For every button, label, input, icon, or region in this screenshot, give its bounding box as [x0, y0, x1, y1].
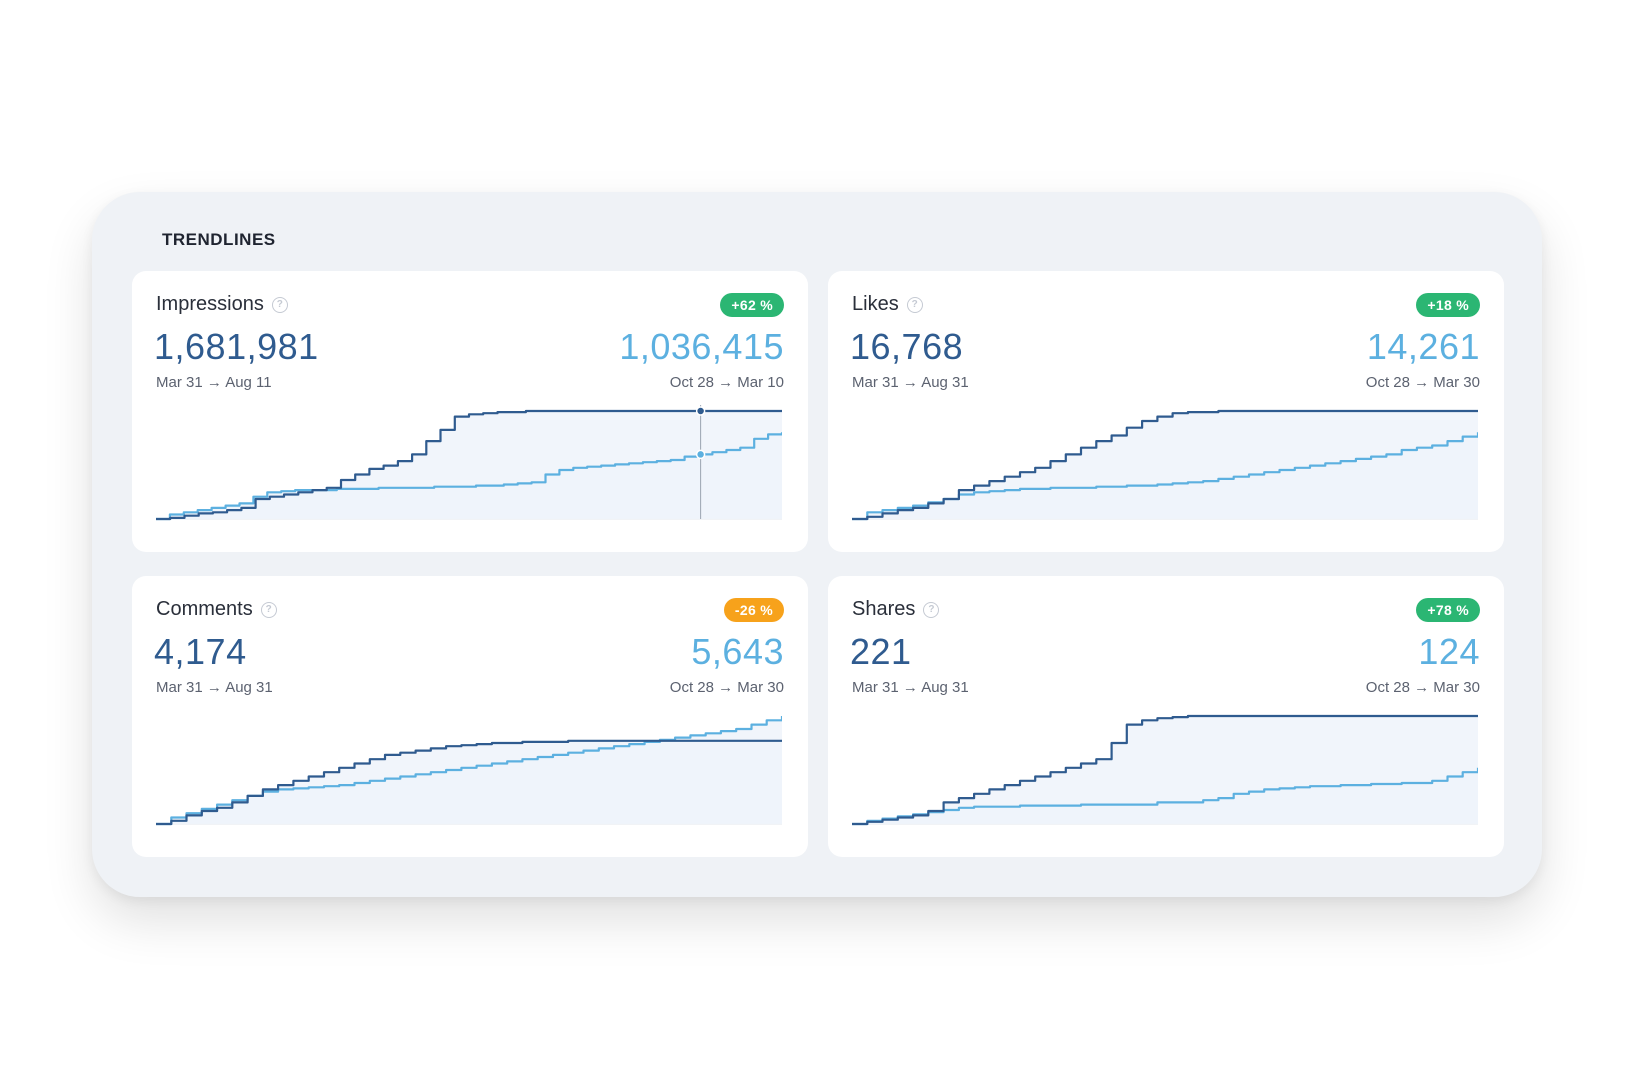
current-series-line — [156, 409, 782, 521]
previous-area — [156, 716, 782, 824]
current-value: 1,681,981 — [154, 326, 319, 367]
card-comments: Comments ? -26 % 4,174 5,643 Mar 31 → Au… — [132, 576, 808, 857]
previous-hover-dot — [695, 449, 706, 460]
help-icon[interactable]: ? — [923, 601, 940, 618]
current-series-line — [852, 714, 1478, 826]
current-hover-dot — [695, 406, 706, 416]
previous-range: Oct 28 → Mar 30 — [669, 679, 784, 696]
card-impressions: Impressions ? +62 % 1,681,981 1,036,415 … — [132, 271, 808, 552]
card-title: Likes — [852, 293, 899, 315]
trend-chart[interactable] — [852, 405, 1478, 523]
current-series-line — [852, 409, 1478, 521]
current-value: 16,768 — [850, 326, 964, 367]
previous-value: 14,261 — [1366, 326, 1480, 367]
current-range: Mar 31 → Aug 11 — [156, 374, 272, 391]
panel-title: TRENDLINES — [162, 230, 276, 249]
change-badge: +62 % — [720, 293, 784, 317]
current-range: Mar 31 → Aug 31 — [156, 679, 273, 696]
current-value: 221 — [850, 631, 912, 672]
trend-chart[interactable] — [852, 710, 1478, 828]
trend-chart[interactable] — [156, 710, 782, 828]
previous-area — [852, 767, 1478, 824]
previous-value: 1,036,415 — [619, 326, 784, 367]
change-badge: +78 % — [1416, 598, 1480, 622]
previous-series-line — [156, 432, 782, 521]
current-range: Mar 31 → Aug 31 — [852, 679, 969, 696]
help-icon[interactable]: ? — [260, 601, 277, 618]
change-badge: -26 % — [723, 598, 784, 622]
previous-value: 124 — [1418, 631, 1480, 672]
current-series-line — [156, 739, 782, 826]
previous-area — [852, 432, 1478, 519]
help-icon[interactable]: ? — [271, 296, 288, 313]
trend-chart[interactable] — [156, 405, 782, 523]
current-value: 4,174 — [154, 631, 247, 672]
previous-range: Oct 28 → Mar 30 — [1365, 679, 1480, 696]
previous-value: 5,643 — [691, 631, 784, 672]
card-title: Shares — [852, 598, 916, 620]
help-icon[interactable]: ? — [906, 296, 923, 313]
card-likes: Likes ? +18 % 16,768 14,261 Mar 31 → Aug… — [828, 271, 1504, 552]
change-badge: +18 % — [1416, 293, 1480, 317]
previous-range: Oct 28 → Mar 10 — [669, 374, 784, 391]
card-shares: Shares ? +78 % 221 124 Mar 31 → Aug 31 O… — [828, 576, 1504, 857]
previous-range: Oct 28 → Mar 30 — [1365, 374, 1480, 391]
card-title: Impressions — [156, 293, 264, 315]
previous-area — [156, 432, 782, 519]
card-title: Comments — [156, 598, 253, 620]
trendlines-panel: TRENDLINES Impressions ? +62 % 1,681,981… — [92, 192, 1542, 897]
current-range: Mar 31 → Aug 31 — [852, 374, 969, 391]
